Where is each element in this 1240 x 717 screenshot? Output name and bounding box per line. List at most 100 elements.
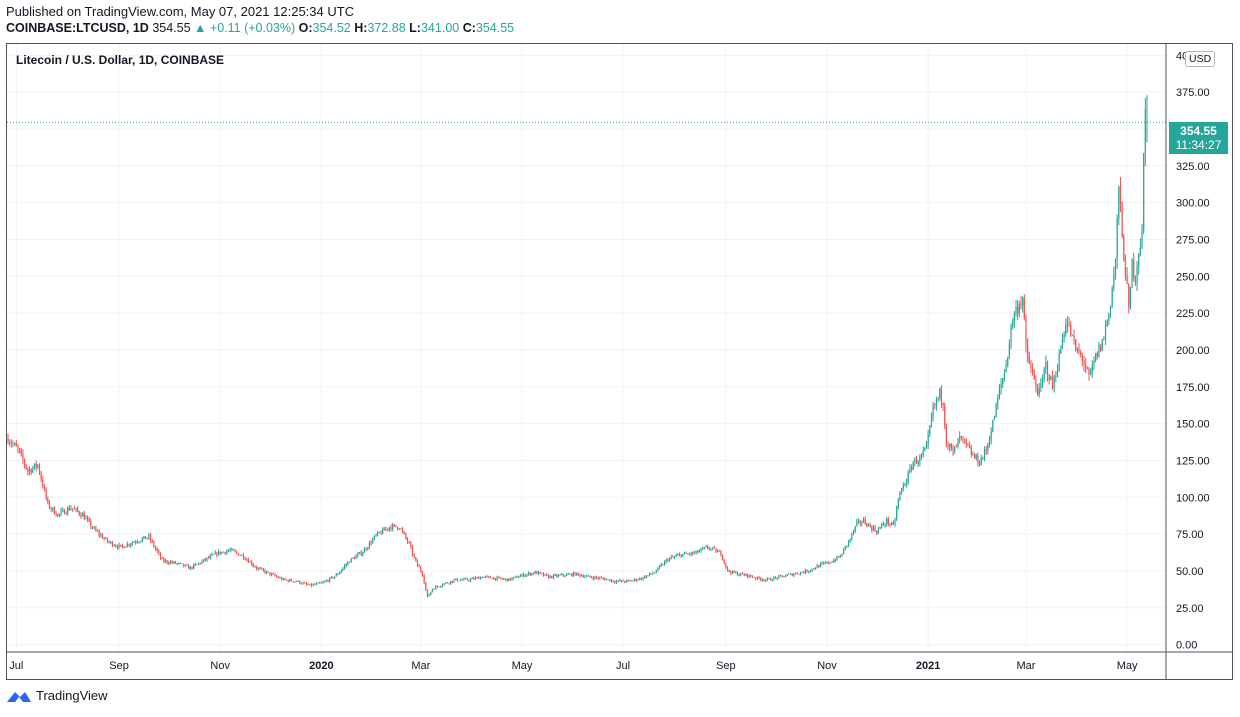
- candle-body: [405, 533, 407, 539]
- candle-body: [566, 574, 568, 576]
- candle-body: [115, 545, 117, 547]
- candle-body: [304, 582, 306, 584]
- candle-body: [239, 555, 241, 557]
- candle-body: [1123, 236, 1125, 261]
- candle-body: [997, 398, 999, 405]
- candle-body: [168, 562, 170, 564]
- candle-body: [733, 570, 735, 573]
- candle-body: [536, 571, 538, 575]
- candle-body: [791, 573, 793, 576]
- candle-body: [577, 572, 579, 575]
- open-label: O:: [298, 21, 313, 35]
- candle-body: [1051, 376, 1054, 389]
- candle-body: [905, 482, 908, 485]
- candle-body: [9, 442, 11, 444]
- candle-body: [32, 467, 34, 473]
- candle-body: [622, 580, 624, 582]
- candle-body: [461, 579, 463, 581]
- candle-body: [176, 563, 178, 565]
- candle-body: [246, 559, 248, 561]
- candle-body: [932, 404, 934, 418]
- candle-body: [329, 577, 331, 582]
- candle-body: [295, 581, 298, 583]
- candle-body: [708, 548, 710, 550]
- candle-body: [473, 578, 475, 580]
- candle-body: [688, 553, 691, 555]
- candle-body: [501, 578, 503, 580]
- candle-body: [358, 552, 361, 554]
- candles: [7, 95, 1148, 598]
- candle-body: [362, 552, 364, 555]
- symbol-label[interactable]: COINBASE:LTCUSD, 1D: [6, 21, 149, 35]
- candle-body: [590, 576, 593, 578]
- candle-body: [236, 551, 238, 554]
- candle-body: [411, 546, 414, 555]
- time-tick-label: Nov: [817, 660, 837, 672]
- candle-body: [163, 558, 165, 562]
- candle-body: [829, 562, 831, 564]
- candle-body: [586, 575, 588, 577]
- candle-body: [529, 572, 531, 575]
- candle-body: [735, 572, 737, 574]
- currency-badge[interactable]: USD: [1185, 51, 1216, 67]
- candle-body: [929, 425, 931, 435]
- candle-body: [1111, 287, 1113, 306]
- candle-body: [98, 531, 100, 536]
- candle-body: [625, 580, 628, 583]
- candle-body: [1005, 365, 1007, 373]
- footer-branding[interactable]: TradingView: [6, 688, 108, 703]
- candle-body: [935, 399, 938, 406]
- candle-body: [1017, 307, 1019, 314]
- candle-body: [939, 389, 941, 398]
- candle-body: [605, 579, 608, 581]
- candle-body: [1136, 266, 1138, 283]
- candle-body: [484, 576, 487, 578]
- candle-body: [474, 577, 477, 580]
- candle-body: [85, 518, 87, 520]
- candle-body: [975, 455, 977, 459]
- candle-body: [410, 542, 412, 547]
- candle-body: [143, 536, 145, 539]
- candle-body: [320, 582, 322, 584]
- candle-body: [274, 574, 276, 576]
- last-price-tag-countdown: 11:34:27: [1175, 138, 1222, 152]
- candle-body: [599, 577, 601, 579]
- candle-body: [1129, 287, 1132, 307]
- time-tick-label: Mar: [411, 660, 430, 672]
- candle-body: [398, 528, 400, 530]
- candle-body: [106, 537, 109, 542]
- candle-body: [259, 568, 261, 569]
- candle-body: [942, 402, 944, 406]
- candle-body: [400, 528, 402, 530]
- candle-body: [917, 462, 919, 464]
- candle-body: [307, 584, 309, 586]
- candle-body: [415, 556, 417, 561]
- candle-body: [799, 572, 802, 575]
- candle-body: [403, 531, 405, 534]
- candle-body: [63, 509, 65, 515]
- candle-body: [857, 520, 860, 522]
- candle-body: [282, 578, 284, 580]
- price-tick-label: 75.00: [1176, 529, 1204, 541]
- candle-body: [864, 519, 866, 524]
- candle-body: [372, 539, 374, 544]
- candle-body: [196, 563, 198, 565]
- candle-body: [823, 562, 825, 564]
- candle-body: [315, 583, 317, 585]
- candle-body: [30, 469, 32, 473]
- price-tick-label: 50.00: [1176, 566, 1204, 578]
- candle-body: [257, 568, 259, 569]
- candle-body: [809, 570, 812, 572]
- candle-body: [23, 459, 26, 465]
- candle-body: [813, 568, 815, 570]
- candle-body: [1133, 259, 1135, 278]
- candle-body: [954, 446, 956, 451]
- candle-body: [113, 545, 115, 547]
- candle-body: [899, 491, 901, 501]
- candle-body: [496, 577, 498, 580]
- candle-body: [60, 510, 62, 514]
- candle-body: [818, 565, 820, 568]
- candle-body: [642, 576, 644, 580]
- candle-body: [581, 575, 583, 577]
